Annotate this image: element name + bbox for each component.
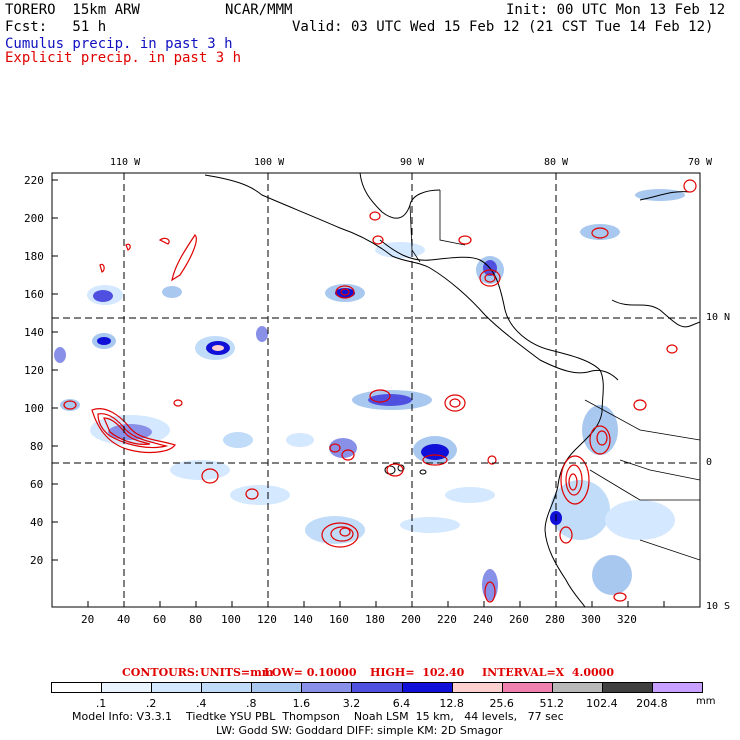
- legend-swatch: [201, 682, 253, 693]
- y-tick: 40: [30, 516, 44, 529]
- contour-units: UNITS=mm: [200, 666, 274, 679]
- legend-swatch: [51, 682, 103, 693]
- x-tick: 140: [293, 613, 313, 626]
- explicit-label: Explicit precip. in past 3 h: [5, 50, 242, 66]
- x-tick: 260: [509, 613, 529, 626]
- legend-swatch: [601, 682, 653, 693]
- x-tick: 180: [365, 613, 385, 626]
- legend-unit: mm: [696, 696, 716, 707]
- x-tick: 220: [437, 613, 457, 626]
- legend-swatch: [451, 682, 503, 693]
- legend-swatch: [251, 682, 303, 693]
- x-tick: 40: [117, 613, 131, 626]
- x-tick: 280: [545, 613, 565, 626]
- legend-label: .1: [95, 697, 107, 710]
- lat-label-10n: 10 N: [706, 312, 731, 323]
- y-tick: 20: [30, 554, 44, 567]
- legend-label: 3.2: [342, 697, 361, 710]
- legend-label: 51.2: [539, 697, 565, 710]
- x-tick: 100: [221, 613, 241, 626]
- legend-swatch: [151, 682, 203, 693]
- x-tick: 240: [473, 613, 493, 626]
- y-tick: 200: [24, 212, 44, 225]
- cumulus-label: Cumulus precip. in past 3 h: [5, 36, 233, 52]
- axis-ticks: [52, 179, 665, 607]
- legend-swatch: [551, 682, 603, 693]
- legend-label: 6.4: [392, 697, 411, 710]
- lon-label-110w: 110 W: [110, 157, 141, 168]
- x-tick: 120: [257, 613, 277, 626]
- legend-swatch: [351, 682, 403, 693]
- y-tick: 120: [24, 364, 44, 377]
- legend-label: .8: [246, 697, 257, 710]
- lon-label-100w: 100 W: [254, 157, 285, 168]
- contour-low: LOW= 0.10000: [264, 666, 357, 679]
- legend-swatch: [651, 682, 703, 693]
- legend-label: 12.8: [439, 697, 464, 710]
- legend-swatch: [301, 682, 353, 693]
- y-tick: 80: [30, 440, 44, 453]
- legend-label: 25.6: [489, 697, 514, 710]
- x-tick: 200: [401, 613, 421, 626]
- lat-lon-grid: [52, 173, 700, 607]
- legend-swatch: [501, 682, 553, 693]
- y-tick: 160: [24, 288, 44, 301]
- lon-label-70w: 70 W: [688, 157, 713, 168]
- organization: NCAR/MMM: [225, 2, 293, 18]
- contour-interval: INTERVAL=X 4.0000: [482, 666, 614, 679]
- lon-label-80w: 80 W: [544, 157, 569, 168]
- x-tick: 320: [617, 613, 637, 626]
- lon-label-90w: 90 W: [400, 157, 425, 168]
- legend-label: .4: [195, 697, 207, 710]
- y-tick: 100: [24, 402, 44, 415]
- x-tick: 300: [581, 613, 601, 626]
- x-tick: 160: [329, 613, 349, 626]
- model-name: TORERO 15km ARW: [5, 2, 140, 18]
- explicit-precip-contours: [63, 179, 697, 603]
- legend-label: .2: [145, 697, 157, 710]
- model-info: Model Info: V3.3.1 Tiedtke YSU PBL Thomp…: [72, 710, 564, 723]
- legend-swatch: [101, 682, 153, 693]
- model-physics: LW: Godd SW: Goddard DIFF: simple KM: 2D…: [216, 724, 503, 737]
- lat-label-10s: 10 S: [706, 601, 731, 612]
- lat-label-0: 0: [706, 457, 713, 468]
- coastlines: [204, 173, 700, 607]
- x-tick: 80: [189, 613, 203, 626]
- init-time: Init: 00 UTC Mon 13 Feb 12: [506, 2, 726, 18]
- y-tick: 140: [24, 326, 44, 339]
- contour-high: HIGH= 102.40: [370, 666, 465, 679]
- legend-label: 102.4: [586, 697, 618, 710]
- country-borders: [409, 190, 700, 561]
- y-tick: 220: [24, 174, 44, 187]
- y-tick: 60: [30, 478, 44, 491]
- valid-time: Valid: 03 UTC Wed 15 Feb 12 (21 CST Tue …: [292, 19, 714, 35]
- y-tick: 180: [24, 250, 44, 263]
- legend-label: 1.6: [292, 697, 311, 710]
- contour-title: CONTOURS:: [122, 666, 199, 679]
- x-tick: 20: [81, 613, 95, 626]
- legend-label: 204.8: [636, 697, 668, 710]
- x-tick: 60: [153, 613, 167, 626]
- forecast-hour: Fcst: 51 h: [5, 19, 107, 35]
- legend-swatch: [401, 682, 453, 693]
